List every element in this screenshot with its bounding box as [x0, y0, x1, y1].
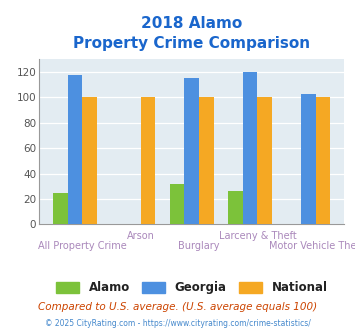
Bar	[228, 191, 243, 224]
Bar	[141, 97, 155, 224]
Title: 2018 Alamo
Property Crime Comparison: 2018 Alamo Property Crime Comparison	[73, 16, 310, 51]
Text: Burglary: Burglary	[178, 241, 220, 251]
Bar	[67, 75, 82, 224]
Bar	[199, 97, 214, 224]
Text: Arson: Arson	[127, 231, 154, 241]
Bar	[243, 72, 257, 224]
Legend: Alamo, Georgia, National: Alamo, Georgia, National	[51, 277, 332, 299]
Text: Motor Vehicle Theft: Motor Vehicle Theft	[268, 241, 355, 251]
Bar	[316, 97, 331, 224]
Bar	[82, 97, 97, 224]
Text: Larceny & Theft: Larceny & Theft	[219, 231, 296, 241]
Bar	[301, 94, 316, 224]
Bar	[184, 79, 199, 224]
Bar	[257, 97, 272, 224]
Text: Compared to U.S. average. (U.S. average equals 100): Compared to U.S. average. (U.S. average …	[38, 302, 317, 312]
Bar	[170, 184, 184, 224]
Bar	[53, 193, 67, 224]
Text: © 2025 CityRating.com - https://www.cityrating.com/crime-statistics/: © 2025 CityRating.com - https://www.city…	[45, 319, 310, 328]
Text: All Property Crime: All Property Crime	[38, 241, 126, 251]
